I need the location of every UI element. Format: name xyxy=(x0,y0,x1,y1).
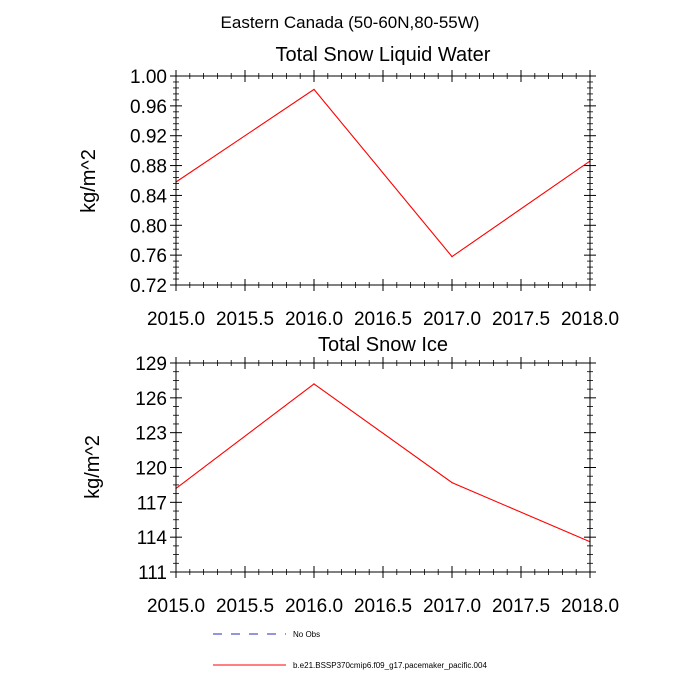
y-tick-label: 0.84 xyxy=(130,186,167,207)
x-tick-label: 2015.5 xyxy=(216,596,274,617)
y-tick-label: 0.72 xyxy=(130,276,167,297)
y-tick-label: 114 xyxy=(137,528,168,549)
x-tick-label: 2017.5 xyxy=(492,596,550,617)
x-tick-label: 2016.5 xyxy=(354,309,412,330)
y-tick-label: 126 xyxy=(135,389,167,410)
legend-label-no-obs: No Obs xyxy=(293,630,320,639)
y-tick-label: 0.92 xyxy=(130,127,167,148)
x-tick-label: 2015.5 xyxy=(216,309,274,330)
x-tick-label: 2017.0 xyxy=(423,596,481,617)
chart-panel-snow-ice: Total Snow Ice kg/m^2 111 114 117 120 123 126… xyxy=(82,334,619,617)
legend-label-model: b.e21.BSSP370cmip6.f09_g17.pacemaker_pac… xyxy=(293,661,487,670)
y-tick-label: 111 xyxy=(138,563,167,584)
x-tick-label: 2015.0 xyxy=(147,596,205,617)
y-tick-label: 0.76 xyxy=(130,246,167,267)
y-tick-label: 0.88 xyxy=(130,157,167,178)
legend: No Obs b.e21.BSSP370cmip6.f09_g17.pacema… xyxy=(213,630,487,670)
chart-title: Total Snow Liquid Water xyxy=(276,44,491,66)
plot-frame xyxy=(175,362,591,573)
chart-title: Total Snow Ice xyxy=(318,334,448,356)
x-tick-label: 2016.5 xyxy=(354,596,412,617)
x-tick-label: 2017.0 xyxy=(423,309,481,330)
y-tick-label: 1.00 xyxy=(130,67,167,88)
x-tick-label: 2018.0 xyxy=(561,596,619,617)
y-axis-label: kg/m^2 xyxy=(82,435,104,499)
x-tick-label: 2017.5 xyxy=(492,309,550,330)
y-tick-label: 120 xyxy=(135,459,167,480)
figure-title: Eastern Canada (50-60N,80-55W) xyxy=(221,13,480,32)
y-tick-label: 123 xyxy=(135,424,167,445)
y-tick-label: 117 xyxy=(137,493,167,514)
y-tick-label: 0.80 xyxy=(130,216,167,237)
series-line xyxy=(175,383,591,543)
y-axis-label: kg/m^2 xyxy=(78,149,100,213)
x-tick-label: 2016.0 xyxy=(285,309,343,330)
plot-frame xyxy=(175,75,591,286)
data-point xyxy=(313,88,315,91)
data-point xyxy=(313,383,315,385)
data-point xyxy=(451,481,453,484)
series-line xyxy=(175,88,591,258)
y-tick-label: 129 xyxy=(135,354,167,375)
y-tick-label: 0.96 xyxy=(130,97,167,118)
x-tick-label: 2018.0 xyxy=(561,309,619,330)
data-point xyxy=(451,256,453,258)
x-tick-label: 2015.0 xyxy=(147,309,205,330)
x-tick-label: 2016.0 xyxy=(285,596,343,617)
chart-panel-snow-liquid-water: Total Snow Liquid Water kg/m^2 0.72 0.76 0… xyxy=(78,44,619,330)
